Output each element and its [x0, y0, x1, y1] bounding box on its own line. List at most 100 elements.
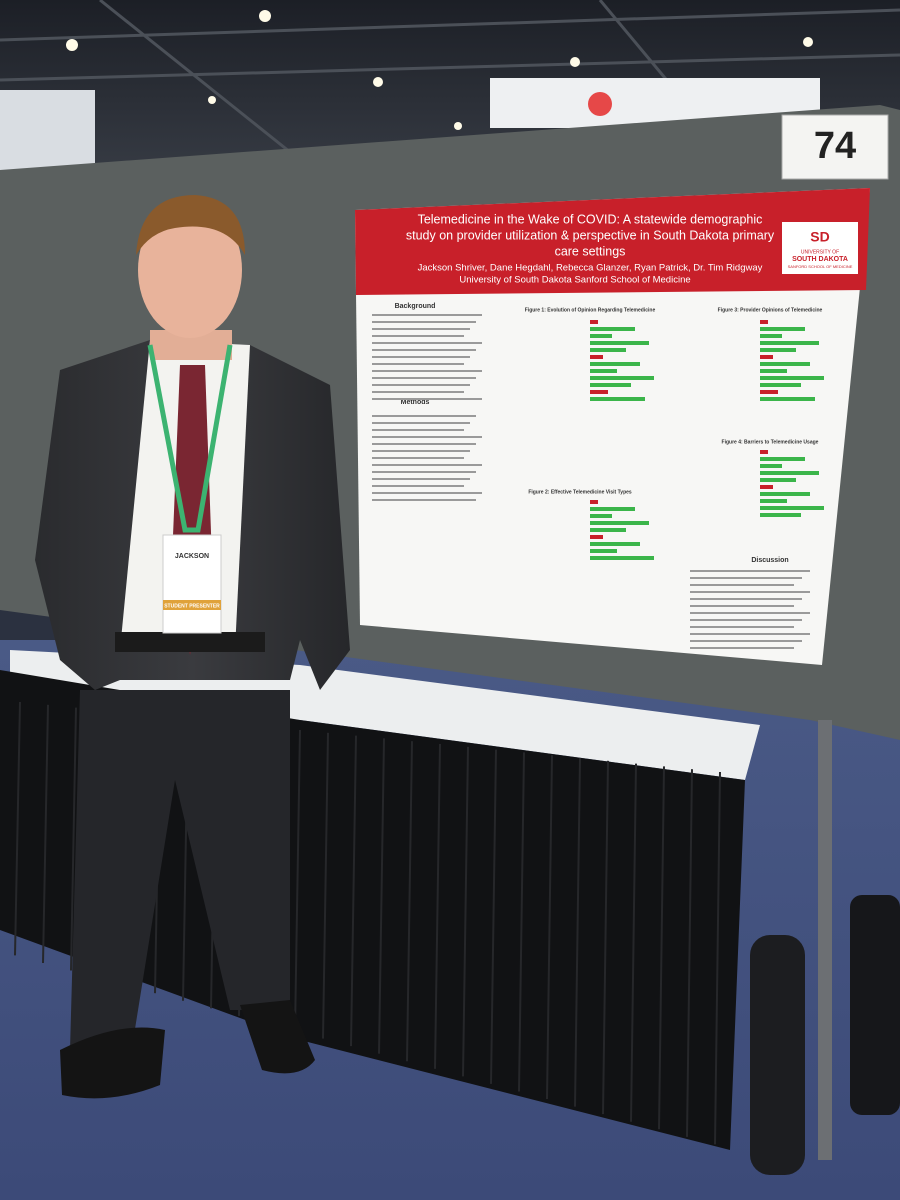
figure-bar-decor [760, 513, 801, 517]
poster-title: Telemedicine in the Wake of COVID: A sta… [418, 212, 763, 226]
badge-name: JACKSON [175, 553, 209, 560]
figure-bar-decor [590, 362, 640, 366]
text-line [372, 398, 482, 400]
logo-text: SANFORD SCHOOL OF MEDICINE [788, 264, 853, 269]
section-heading: Discussion [751, 557, 788, 564]
figure-bar-decor [590, 334, 612, 338]
skirt-fold [378, 738, 385, 1054]
person: JACKSON STUDENT PRESENTER [35, 195, 350, 1099]
text-line [372, 499, 476, 501]
figure-bar-decor [760, 506, 824, 510]
figure-bar-decor [590, 376, 654, 380]
table-top [10, 650, 760, 780]
figure-bar-decor [760, 355, 773, 359]
badge [162, 534, 222, 634]
skirt-fold [462, 746, 469, 1077]
figure-bar-decor [760, 485, 773, 489]
banner-dot [588, 92, 612, 116]
hair [136, 195, 245, 255]
skirt-fold [658, 766, 665, 1130]
text-line [372, 443, 476, 445]
text-line [372, 478, 470, 480]
text-line [690, 640, 802, 642]
figure-bar-decor [760, 334, 782, 338]
figure-bar-decor [590, 348, 626, 352]
text-line [690, 619, 802, 621]
figure-bar-decor [590, 514, 612, 518]
figure-bar-decor [590, 500, 598, 504]
logo-box [782, 222, 858, 274]
section-heading: Background [395, 303, 436, 310]
figure-bar-decor [760, 499, 787, 503]
text-line [372, 314, 482, 316]
text-line [372, 464, 482, 466]
text-line [690, 584, 794, 586]
skirt-fold [490, 749, 497, 1084]
board-number-plate [781, 114, 889, 180]
text-line [372, 485, 464, 487]
figure-bar-decor [760, 471, 819, 475]
badge-role: STUDENT PRESENTER [164, 603, 220, 609]
skirt-fold [518, 752, 525, 1092]
face [138, 202, 242, 338]
shoe [60, 1027, 165, 1099]
figure-bar-decor [590, 549, 617, 553]
figure-bar-decor [760, 327, 805, 331]
logo-text: UNIVERSITY OF [801, 249, 839, 255]
belt [115, 632, 265, 652]
skirt-fold [574, 757, 581, 1107]
text-line [372, 422, 470, 424]
poster [355, 188, 870, 665]
text-line [372, 356, 470, 358]
poster-header [355, 188, 870, 295]
figure-bar-decor [760, 457, 805, 461]
figure-bar-decor [760, 492, 810, 496]
logo-text: SOUTH DAKOTA [792, 256, 848, 263]
skirt-fold [714, 771, 721, 1145]
text-line [372, 342, 482, 344]
text-line [690, 605, 794, 607]
figure-title: Figure 1: Evolution of Opinion Regarding… [525, 307, 656, 313]
text-line [372, 328, 470, 330]
text-line [372, 436, 482, 438]
text-line [372, 457, 464, 459]
text-line [372, 335, 464, 337]
figure-bar-decor [760, 348, 796, 352]
board-number: 74 [814, 125, 856, 167]
figure-bar-decor [760, 341, 819, 345]
poster-title: care settings [555, 244, 626, 258]
text-line [372, 377, 476, 379]
text-line [372, 321, 476, 323]
skirt-fold [602, 760, 609, 1115]
text-line [690, 633, 810, 635]
figure-bar-decor [590, 535, 603, 539]
text-line [372, 492, 482, 494]
skirt-fold [14, 701, 21, 956]
text-line [690, 612, 810, 614]
logo-mark: SD [810, 229, 829, 245]
figure-bar-decor [590, 355, 603, 359]
skirt-fold [42, 704, 49, 963]
skirt-fold [70, 707, 77, 971]
figure-bar-decor [760, 383, 801, 387]
poster-text: Telemedicine in the Wake of COVID: A sta… [395, 212, 858, 564]
figure-bar-decor [760, 320, 768, 324]
text-line [372, 415, 476, 417]
poster-tube [750, 935, 805, 1175]
text-line [372, 384, 470, 386]
text-line [372, 349, 476, 351]
figure-bar-decor [590, 327, 635, 331]
figure-bar-decor [590, 507, 635, 511]
figure-bar-decor [760, 464, 782, 468]
backpack [850, 895, 900, 1115]
trusses [0, 0, 900, 162]
ceiling-lights [66, 10, 813, 130]
skirt-fold [630, 763, 637, 1122]
skirt-fold [434, 743, 441, 1069]
text-line [372, 391, 464, 393]
text-line [372, 471, 476, 473]
figure-bar-decor [590, 341, 649, 345]
